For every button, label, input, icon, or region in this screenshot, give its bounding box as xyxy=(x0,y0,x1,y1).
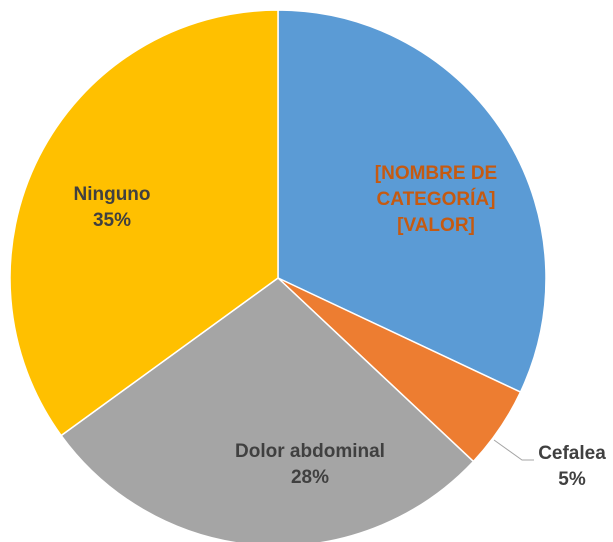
value-label: 35% xyxy=(92,210,132,231)
pie-slice xyxy=(277,9,547,394)
data-label: Cefalea 5% xyxy=(538,441,606,493)
data-label: [NOMBRE DE CATEGORÍA] [VALOR] xyxy=(361,161,511,239)
value-label: 5% xyxy=(558,469,586,490)
leader-line xyxy=(493,439,534,461)
value-label: 28% xyxy=(290,467,330,488)
value-label: [VALOR] xyxy=(397,215,475,236)
pie-slice xyxy=(60,277,475,542)
category-label: [NOMBRE DE CATEGORÍA] xyxy=(374,163,498,210)
category-label: Ninguno xyxy=(73,184,151,205)
pie-slice xyxy=(9,9,279,437)
category-label: Dolor abdominal xyxy=(235,441,385,462)
data-label: Dolor abdominal 28% xyxy=(235,439,385,491)
category-label: Cefalea xyxy=(538,443,606,464)
data-label: Ninguno 35% xyxy=(73,182,150,234)
